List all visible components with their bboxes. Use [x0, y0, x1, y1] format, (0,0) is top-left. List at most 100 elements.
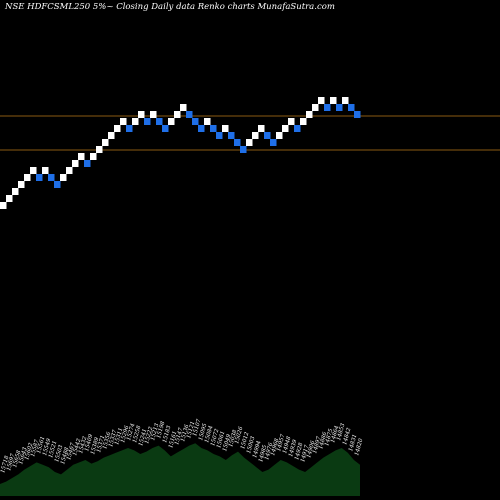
volume-tick-label: 15602: [24, 442, 34, 461]
volume-tick-label: 14886: [318, 431, 328, 450]
volume-tick-label: 14831: [348, 434, 358, 452]
renko-brick-down: [48, 174, 55, 181]
renko-brick-up: [300, 118, 307, 125]
renko-brick-up: [78, 153, 85, 160]
renko-brick-down: [186, 111, 193, 118]
renko-brick-up: [282, 125, 289, 132]
renko-brick-down: [216, 132, 223, 139]
renko-brick-down: [144, 118, 151, 125]
renko-brick-up: [174, 111, 181, 118]
renko-brick-down: [324, 104, 331, 111]
renko-brick-down: [234, 139, 241, 146]
renko-brick-up: [18, 181, 25, 188]
renko-brick-up: [330, 97, 337, 104]
renko-brick-up: [132, 118, 139, 125]
volume-tick-label: 15432: [78, 435, 88, 454]
volume-tick-label: 15521: [48, 440, 58, 458]
renko-brick-down: [210, 125, 217, 132]
volume-layer: [0, 443, 360, 496]
renko-brick-up: [102, 139, 109, 146]
reference-lines: [0, 115, 500, 151]
renko-brick-up: [258, 125, 265, 132]
volume-tick-label: 15311: [114, 427, 124, 445]
volume-tick-label: 15488: [60, 446, 70, 465]
volume-tick-label: 15371: [96, 435, 106, 453]
renko-brick-up: [180, 104, 187, 111]
volume-tick-label: 14957: [276, 433, 286, 452]
volume-tick-label: 15161: [168, 430, 178, 448]
volume-labels: 1571815697156581564315602155871556115549…: [0, 418, 364, 474]
renko-brick-down: [156, 118, 163, 125]
volume-tick-label: 15038: [228, 429, 238, 448]
volume-tick-label: 15012: [240, 431, 250, 450]
volume-tick-label: 15136: [180, 423, 190, 442]
renko-brick-up: [276, 132, 283, 139]
renko-brick-up: [12, 188, 19, 195]
renko-brick-up: [90, 153, 97, 160]
renko-brick-up: [306, 111, 313, 118]
renko-brick-up: [312, 104, 319, 111]
volume-tick-label: 15587: [30, 439, 40, 458]
renko-brick-down: [36, 174, 43, 181]
volume-tick-label: 14939: [288, 439, 298, 458]
renko-brick-down: [198, 125, 205, 132]
renko-brick-down: [336, 104, 343, 111]
volume-tick-label: 15222: [144, 426, 154, 445]
volume-tick-label: 15718: [0, 455, 10, 474]
renko-brick-down: [162, 125, 169, 132]
volume-tick-label: 15697: [6, 453, 16, 472]
volume-tick-label: 15274: [126, 422, 136, 441]
renko-brick-down: [264, 132, 271, 139]
volume-tick-label: 15241: [138, 428, 148, 446]
renko-brick-up: [96, 146, 103, 153]
volume-tick-label: 15049: [222, 433, 232, 452]
volume-tick-label: 15147: [174, 427, 184, 446]
volume-tick-label: 14968: [270, 437, 280, 456]
renko-brick-up: [168, 118, 175, 125]
volume-tick-label: 15409: [84, 433, 94, 452]
volume-tick-label: 15296: [120, 425, 130, 444]
volume-tick-label: 14842: [342, 427, 352, 446]
renko-brick-up: [114, 125, 121, 132]
volume-tick-label: 14820: [354, 437, 364, 456]
renko-brick-up: [150, 111, 157, 118]
renko-brick-down: [294, 125, 301, 132]
volume-tick-label: 14864: [330, 425, 340, 444]
volume-tick-label: 15389: [90, 436, 100, 455]
volume-tick-label: 14906: [306, 440, 316, 459]
volume-area: [0, 443, 360, 496]
renko-brick-up: [138, 111, 145, 118]
renko-brick-up: [42, 167, 49, 174]
volume-tick-label: 15213: [150, 422, 160, 441]
volume-tick-label: 15549: [42, 437, 52, 456]
volume-tick-label: 15095: [198, 422, 208, 441]
renko-brick-down: [192, 118, 199, 125]
volume-tick-label: 14976: [264, 442, 274, 461]
renko-brick-down: [348, 104, 355, 111]
volume-tick-label: 15026: [234, 426, 244, 445]
volume-tick-label: 15003: [246, 435, 256, 454]
chart-title: NSE HDFCSML250 5%~ Closing Daily data Re…: [5, 2, 335, 12]
volume-tick-label: 15503: [54, 444, 64, 463]
renko-brick-up: [66, 167, 73, 174]
volume-tick-label: 15107: [192, 418, 202, 437]
renko-brick-up: [6, 195, 13, 202]
volume-tick-label: 15658: [12, 449, 22, 468]
renko-brick-up: [30, 167, 37, 174]
volume-tick-label: 14948: [282, 435, 292, 454]
renko-brick-up: [246, 139, 253, 146]
volume-tick-label: 14985: [258, 444, 268, 463]
renko-brick-down: [354, 111, 361, 118]
renko-brick-down: [54, 181, 61, 188]
volume-tick-label: 15467: [66, 442, 76, 461]
renko-brick-up: [24, 174, 31, 181]
volume-tick-label: 14853: [336, 422, 346, 441]
volume-tick-label: 15183: [162, 425, 172, 444]
renko-brick-up: [342, 97, 349, 104]
volume-tick-label: 14994: [252, 440, 262, 459]
volume-tick-label: 15121: [186, 421, 196, 439]
volume-tick-label: 15061: [216, 430, 226, 448]
renko-brick-down: [240, 146, 247, 153]
renko-brick-up: [288, 118, 295, 125]
volume-tick-label: 15442: [72, 437, 82, 456]
